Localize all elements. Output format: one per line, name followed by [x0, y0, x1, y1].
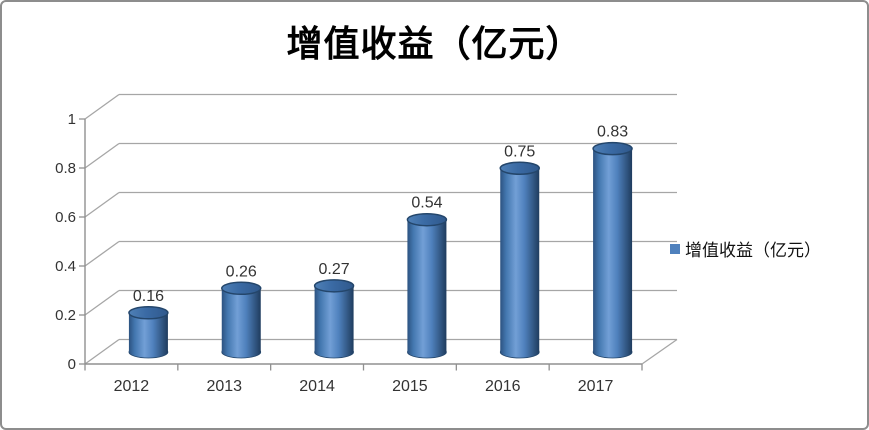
cylinder-top[interactable] [221, 281, 262, 296]
chart-title: 增值收益（亿元） [286, 23, 583, 65]
cylinder-body[interactable] [221, 288, 261, 352]
x-axis-label: 2014 [299, 378, 335, 395]
gridline-depth-segment [84, 338, 120, 365]
gridline-depth-segment [84, 93, 120, 120]
cylinder-body[interactable] [500, 168, 540, 352]
gridline-depth-segment [84, 240, 120, 267]
x-axis-label: 2013 [206, 378, 242, 395]
x-axis-label: 2017 [578, 378, 614, 395]
x-axis-label: 2016 [485, 378, 521, 395]
data-label: 0.83 [597, 124, 628, 141]
y-axis-label: 0.2 [55, 307, 76, 324]
cylinder-top[interactable] [128, 306, 169, 320]
gridline-depth-segment [84, 289, 120, 316]
y-axis-label: 0.8 [55, 160, 76, 177]
y-axis-label: 0 [68, 356, 76, 373]
legend[interactable]: 增值收益（亿元） [670, 236, 821, 261]
data-label: 0.75 [504, 143, 535, 160]
data-label: 0.54 [411, 195, 442, 212]
data-label: 0.26 [226, 263, 257, 280]
floor-right-edge [641, 338, 678, 365]
cylinder-top[interactable] [406, 212, 448, 227]
legend-marker-icon [670, 243, 680, 254]
data-label: 0.16 [133, 288, 164, 305]
cylinder-top[interactable] [592, 141, 633, 156]
x-axis-label: 2015 [392, 378, 428, 395]
y-axis-label: 0.4 [55, 258, 76, 275]
gridline-depth-segment [84, 191, 120, 218]
cylinder-body[interactable] [593, 148, 633, 352]
x-axis-label: 2012 [114, 378, 150, 395]
y-axis-label: 1 [68, 111, 76, 128]
cylinder-top[interactable] [499, 161, 540, 175]
legend-label: 增值收益（亿元） [685, 241, 821, 261]
data-label: 0.27 [319, 261, 350, 278]
cylinder-body[interactable] [314, 285, 354, 352]
cylinder-body[interactable] [407, 219, 447, 352]
y-axis-label: 0.6 [55, 209, 76, 226]
gridline-depth-segment [84, 142, 120, 169]
cylinder-top[interactable] [313, 279, 355, 293]
